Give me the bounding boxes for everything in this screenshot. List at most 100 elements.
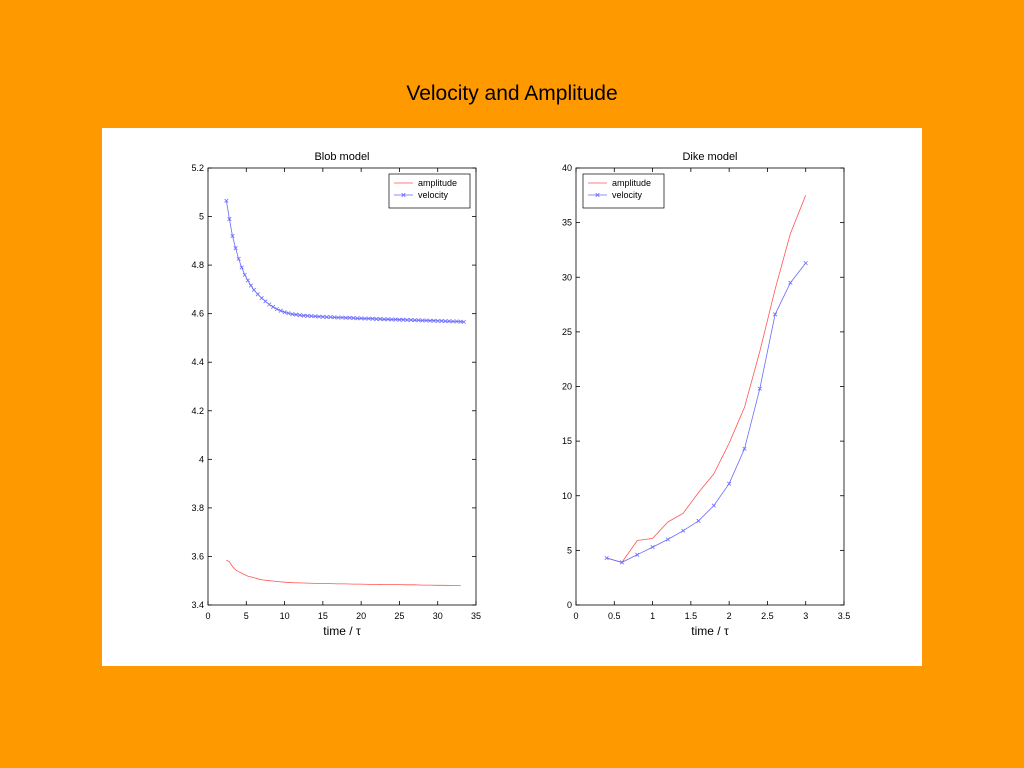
blob-velocity-point [401, 317, 406, 322]
dike-series-velocity [606, 262, 807, 563]
blob-velocity-point [227, 216, 232, 222]
blob-velocity-point [408, 317, 413, 323]
blob-velocity-point [362, 316, 368, 321]
dike-xtick-label: 0 [573, 611, 578, 621]
blob-velocity-point [267, 302, 272, 307]
dike-ytick-label: 30 [562, 272, 572, 282]
blob-velocity-point [290, 312, 295, 317]
blob-velocity-point [359, 316, 364, 321]
blob-xtick-label: 30 [433, 611, 443, 621]
blob-velocity-point [385, 317, 391, 322]
blob-velocity-point [316, 314, 322, 319]
blob-velocity-point [366, 316, 371, 321]
blob-ytick-label: 3.6 [191, 551, 204, 561]
blob-xtick-label: 15 [318, 611, 328, 621]
blob-velocity-point [378, 316, 383, 322]
blob-velocity-point [412, 318, 417, 323]
blob-velocity-point [339, 315, 345, 320]
blob-velocity-point [286, 311, 291, 316]
dike-velocity-point [619, 560, 625, 565]
blob-xtick-label: 0 [205, 611, 210, 621]
dike-ytick-label: 20 [562, 382, 572, 392]
blob-velocity-point [431, 318, 436, 323]
dike-velocity-point [757, 386, 762, 391]
blob-velocity-point [248, 283, 253, 288]
dike-plot-frame [575, 167, 845, 606]
blob-plot-frame [207, 167, 477, 606]
blob-chart: Blob model 0 5 10 15 20 25 30 35 3.4 3.6 3.8 4 4.2 4.4… [191, 151, 481, 638]
blob-velocity-point [332, 315, 337, 320]
blob-legend-label: amplitude [418, 178, 457, 188]
blob-ytick-label: 4 [199, 454, 204, 464]
dike-velocity-point [635, 552, 640, 557]
dike-velocity-point [711, 503, 716, 508]
blob-velocity-point [374, 316, 379, 322]
dike-ytick-label: 35 [562, 218, 572, 228]
blob-velocity-point [355, 316, 360, 321]
blob-velocity-point [224, 198, 229, 203]
blob-velocity-point [236, 256, 241, 261]
dike-velocity-point [681, 528, 686, 533]
blob-ytick-label: 3.8 [191, 503, 204, 513]
blob-velocity-point [278, 308, 283, 313]
blob-velocity-point [435, 318, 440, 324]
blob-velocity-point [242, 272, 247, 277]
blob-velocity-point [450, 319, 456, 324]
blob-velocity-point [351, 315, 356, 321]
blob-velocity-point [393, 317, 398, 322]
blob-xtick-label: 10 [280, 611, 290, 621]
dike-series-amplitude [606, 195, 807, 563]
blob-velocity-point [416, 318, 421, 323]
dike-xtick-label: 2.5 [761, 611, 774, 621]
blob-xlabel: time / τ [323, 624, 361, 638]
blob-legend-box [388, 173, 471, 209]
figure-panel: Blob model 0 5 10 15 20 25 30 35 3.4 3.6 3.8 4 4.2 4.4… [102, 128, 922, 666]
dike-velocity-point [788, 280, 793, 285]
blob-xtick-label: 5 [244, 611, 249, 621]
blob-ytick-label: 3.4 [191, 600, 204, 610]
blob-ytick-label: 5 [199, 212, 204, 222]
blob-xtick-label: 20 [356, 611, 366, 621]
blob-velocity-point [461, 319, 466, 325]
dike-velocity-point [727, 481, 732, 486]
dike-xtick-label: 1 [650, 611, 655, 621]
blob-series-velocity [226, 200, 464, 323]
blob-velocity-point [271, 304, 276, 309]
dike-velocity-point [604, 555, 609, 561]
blob-velocity-point [454, 319, 459, 324]
dike-legend-label: amplitude [612, 178, 651, 188]
blob-velocity-point [301, 313, 306, 318]
dike-ytick-label: 15 [562, 436, 572, 446]
blob-velocity-point [239, 265, 244, 270]
dike-chart: Dike model 0 0.5 1 1.5 2 2.5 3 3.5 0 5 10 15 20 25 30 35… [562, 151, 850, 638]
blob-velocity-point [439, 318, 444, 324]
blob-ytick-label: 4.6 [191, 309, 204, 319]
blob-velocity-point [305, 313, 310, 318]
blob-legend-label: velocity [418, 190, 449, 200]
blob-velocity-point [424, 318, 429, 323]
blob-velocity-point [324, 314, 329, 320]
blob-xtick-label: 25 [394, 611, 404, 621]
blob-ytick-label: 4.4 [191, 357, 204, 367]
blob-velocity-point [297, 313, 302, 318]
blob-velocity-point [293, 312, 299, 317]
dike-velocity-point [773, 312, 778, 317]
blob-velocity-point [370, 316, 375, 321]
blob-legend-marker [401, 192, 406, 198]
blob-velocity-point [443, 319, 448, 324]
dike-xtick-label: 3 [803, 611, 808, 621]
blob-velocity-point [274, 306, 279, 312]
dike-legend-label: velocity [612, 190, 643, 200]
blob-velocity-point [447, 319, 452, 324]
dike-xlabel: time / τ [691, 624, 729, 638]
blob-ytick-label: 4.2 [191, 406, 204, 416]
blob-velocity-point [263, 299, 268, 304]
blob-velocity-point [336, 315, 341, 320]
dike-ytick-label: 40 [562, 163, 572, 173]
slide-title: Velocity and Amplitude [406, 82, 618, 105]
blob-velocity-point [320, 314, 325, 319]
blob-velocity-point [328, 314, 333, 320]
dike-title: Dike model [682, 151, 737, 163]
dike-velocity-point [650, 545, 655, 550]
